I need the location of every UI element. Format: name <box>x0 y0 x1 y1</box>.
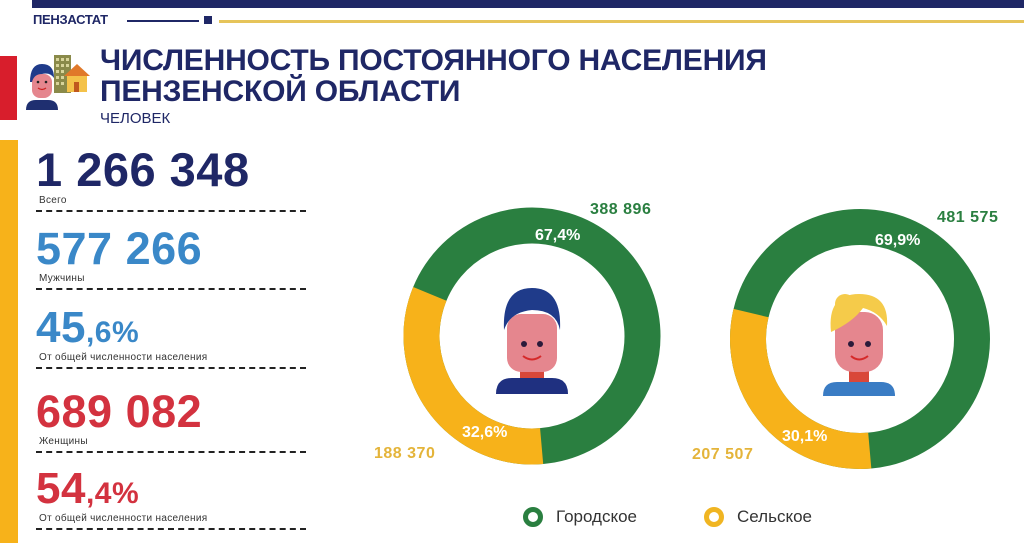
stat-men: 577 266 Мужчины <box>36 226 308 290</box>
brand-divider <box>127 20 199 22</box>
woman-avatar-icon <box>823 294 895 396</box>
legend-item-rural: Сельское <box>704 507 812 527</box>
orange-accent-bar <box>0 140 18 543</box>
dashed-divider <box>36 528 306 530</box>
dashed-divider <box>36 451 306 453</box>
women-rural-pct: 30,1% <box>782 428 828 445</box>
stat-women-share: 54,4% От общей численности населения <box>36 467 308 530</box>
gold-divider <box>219 20 1024 23</box>
stat-women-label: Женщины <box>39 436 88 447</box>
stat-women-share-value: 54,4% <box>36 467 308 511</box>
women-urban-pct: 69,9% <box>875 232 921 249</box>
brand-square-marker <box>204 16 212 24</box>
dashed-divider <box>36 210 306 212</box>
stat-men-value: 577 266 <box>36 223 203 274</box>
stat-total-value: 1 266 348 <box>36 143 250 196</box>
stat-men-share-value: 45,6% <box>36 306 308 350</box>
stat-men-label: Мужчины <box>39 273 85 284</box>
dashed-divider <box>36 288 306 290</box>
donut-chart-men <box>403 207 661 465</box>
women-urban-value: 481 575 <box>937 209 999 226</box>
legend-label-urban: Городское <box>556 507 638 526</box>
stat-women-share-label: От общей численности населения <box>39 513 208 524</box>
unit-label: ЧЕЛОВЕК <box>100 110 171 127</box>
top-navy-bar <box>32 0 1024 8</box>
legend-label-rural: Сельское <box>737 507 812 526</box>
title-line-1: ЧИСЛЕННОСТЬ ПОСТОЯННОГО НАСЕЛЕНИЯ <box>100 44 767 77</box>
legend-ring-icon-rural <box>704 507 724 527</box>
men-rural-pct: 32,6% <box>462 424 508 441</box>
legend-item-urban: Городское <box>523 507 637 527</box>
stat-total: 1 266 348 Всего <box>36 146 308 212</box>
stat-men-share-frac: ,6% <box>85 316 140 349</box>
stat-women-value: 689 082 <box>36 386 203 437</box>
red-accent-bar <box>0 56 17 120</box>
donut-chart-women <box>730 209 990 469</box>
man-avatar-icon <box>496 288 568 394</box>
men-rural-value: 188 370 <box>374 445 436 462</box>
men-urban-value: 388 896 <box>590 201 652 218</box>
stat-women-share-frac: ,4% <box>85 477 140 510</box>
men-urban-pct: 67,4% <box>535 227 581 244</box>
stat-women-share-int: 54 <box>36 464 86 513</box>
page-title: ЧИСЛЕННОСТЬ ПОСТОЯННОГО НАСЕЛЕНИЯ ПЕНЗЕН… <box>100 45 767 107</box>
population-icon <box>26 55 90 110</box>
stat-men-share-label: От общей численности населения <box>39 352 208 363</box>
stat-women: 689 082 Женщины <box>36 389 308 453</box>
brand-label: ПЕНЗАСТАТ <box>33 12 108 27</box>
women-rural-value: 207 507 <box>692 446 754 463</box>
legend-ring-icon-urban <box>523 507 543 527</box>
title-line-2: ПЕНЗЕНСКОЙ ОБЛАСТИ <box>100 75 461 108</box>
donut-segment-rural <box>730 209 990 469</box>
dashed-divider <box>36 367 306 369</box>
stat-men-share: 45,6% От общей численности населения <box>36 306 308 369</box>
stat-total-label: Всего <box>39 195 67 206</box>
stat-men-share-int: 45 <box>36 303 86 352</box>
